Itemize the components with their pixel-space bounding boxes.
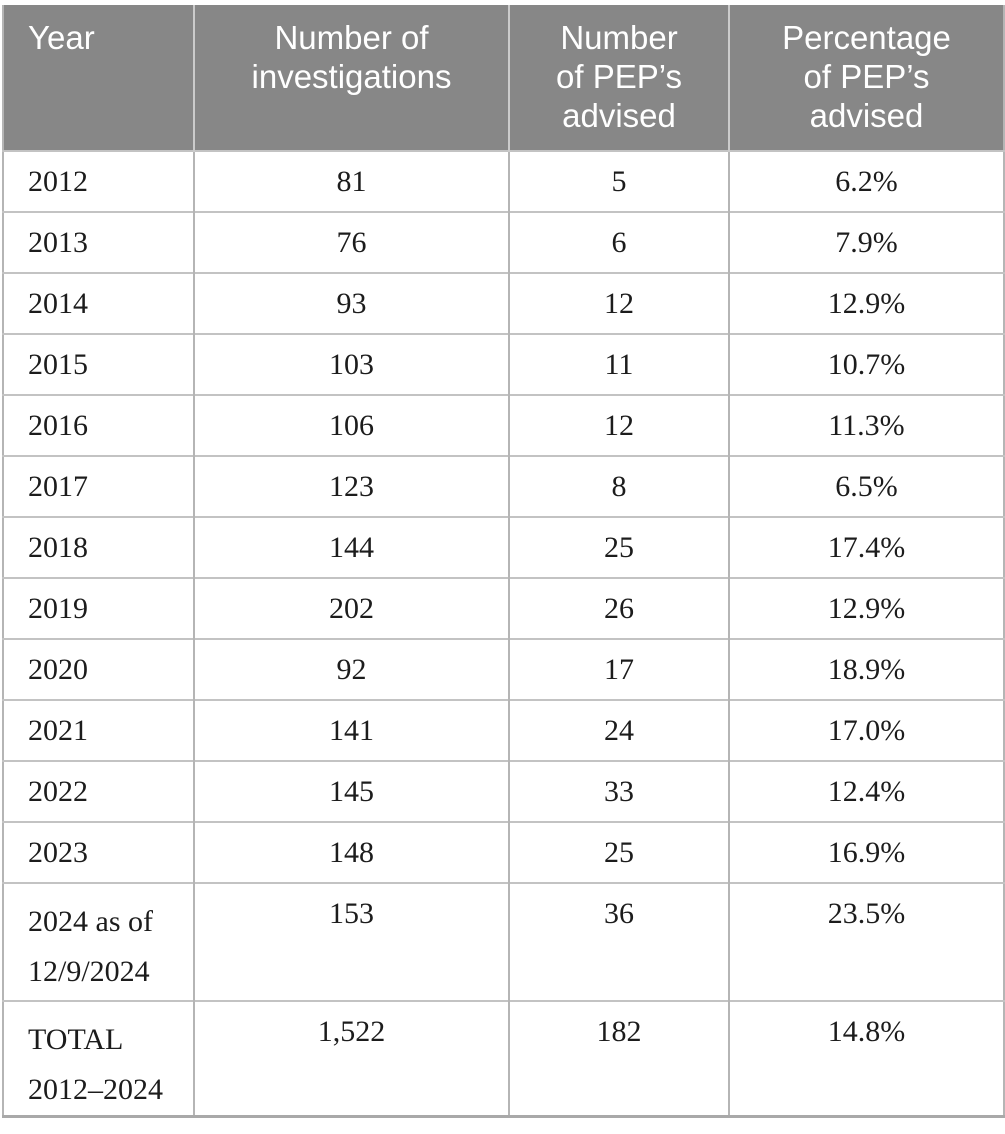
investigations-cell: 81 <box>194 151 510 212</box>
pct-advised-cell: 12.4% <box>729 761 1004 822</box>
table-row: 2021 141 24 17.0% <box>3 700 1004 761</box>
pct-advised-cell: 17.0% <box>729 700 1004 761</box>
year-cell: 2020 <box>3 639 195 700</box>
table-row-2024: 2024 as of 12/9/2024 153 36 23.5% <box>3 883 1004 1001</box>
pct-advised-cell: 18.9% <box>729 639 1004 700</box>
col-header-peps-advised: Number of PEP’s advised <box>509 5 730 151</box>
investigations-cell: 76 <box>194 212 510 273</box>
peps-advised-cell: 24 <box>509 700 730 761</box>
year-cell: TOTAL 2012–2024 <box>3 1001 195 1117</box>
peps-advised-cell: 12 <box>509 395 730 456</box>
pct-advised-cell: 6.2% <box>729 151 1004 212</box>
investigations-cell: 1,522 <box>194 1001 510 1117</box>
investigations-cell: 123 <box>194 456 510 517</box>
table-row: 2012 81 5 6.2% <box>3 151 1004 212</box>
table-row: 2020 92 17 18.9% <box>3 639 1004 700</box>
pct-advised-cell: 12.9% <box>729 578 1004 639</box>
peps-advised-cell: 8 <box>509 456 730 517</box>
pct-advised-cell: 17.4% <box>729 517 1004 578</box>
year-cell: 2022 <box>3 761 195 822</box>
investigations-cell: 153 <box>194 883 510 1001</box>
table-row: 2013 76 6 7.9% <box>3 212 1004 273</box>
pep-advisement-table: Year Number of investigations Number of … <box>2 5 1005 1118</box>
table-row-total: TOTAL 2012–2024 1,522 182 14.8% <box>3 1001 1004 1117</box>
pct-advised-cell: 14.8% <box>729 1001 1004 1117</box>
header-row: Year Number of investigations Number of … <box>3 5 1004 151</box>
investigations-cell: 145 <box>194 761 510 822</box>
pct-advised-cell: 6.5% <box>729 456 1004 517</box>
investigations-cell: 144 <box>194 517 510 578</box>
investigations-cell: 92 <box>194 639 510 700</box>
investigations-cell: 148 <box>194 822 510 883</box>
table-row: 2016 106 12 11.3% <box>3 395 1004 456</box>
peps-advised-cell: 17 <box>509 639 730 700</box>
pct-advised-cell: 7.9% <box>729 212 1004 273</box>
peps-advised-cell: 26 <box>509 578 730 639</box>
pct-advised-cell: 12.9% <box>729 273 1004 334</box>
investigations-cell: 103 <box>194 334 510 395</box>
investigations-cell: 141 <box>194 700 510 761</box>
year-cell: 2018 <box>3 517 195 578</box>
peps-advised-cell: 12 <box>509 273 730 334</box>
table-row: 2019 202 26 12.9% <box>3 578 1004 639</box>
peps-advised-cell: 182 <box>509 1001 730 1117</box>
pct-advised-cell: 11.3% <box>729 395 1004 456</box>
year-cell: 2013 <box>3 212 195 273</box>
pct-advised-cell: 23.5% <box>729 883 1004 1001</box>
year-cell: 2017 <box>3 456 195 517</box>
peps-advised-cell: 33 <box>509 761 730 822</box>
peps-advised-cell: 25 <box>509 517 730 578</box>
col-header-year: Year <box>3 5 195 151</box>
peps-advised-cell: 11 <box>509 334 730 395</box>
year-cell: 2024 as of 12/9/2024 <box>3 883 195 1001</box>
investigations-cell: 106 <box>194 395 510 456</box>
table-row: 2017 123 8 6.5% <box>3 456 1004 517</box>
col-header-investigations: Number of investigations <box>194 5 510 151</box>
year-cell: 2014 <box>3 273 195 334</box>
year-cell: 2023 <box>3 822 195 883</box>
peps-advised-cell: 6 <box>509 212 730 273</box>
table-row: 2014 93 12 12.9% <box>3 273 1004 334</box>
year-cell: 2021 <box>3 700 195 761</box>
table-header: Year Number of investigations Number of … <box>3 5 1004 151</box>
peps-advised-cell: 5 <box>509 151 730 212</box>
year-cell: 2019 <box>3 578 195 639</box>
year-cell: 2016 <box>3 395 195 456</box>
table-body: 2012 81 5 6.2% 2013 76 6 7.9% 2014 93 12… <box>3 151 1004 1117</box>
col-header-pct-advised: Percentage of PEP’s advised <box>729 5 1004 151</box>
year-cell: 2015 <box>3 334 195 395</box>
table-row: 2023 148 25 16.9% <box>3 822 1004 883</box>
investigations-cell: 93 <box>194 273 510 334</box>
year-cell: 2012 <box>3 151 195 212</box>
pct-advised-cell: 16.9% <box>729 822 1004 883</box>
table-row: 2022 145 33 12.4% <box>3 761 1004 822</box>
pct-advised-cell: 10.7% <box>729 334 1004 395</box>
peps-advised-cell: 36 <box>509 883 730 1001</box>
peps-advised-cell: 25 <box>509 822 730 883</box>
table-row: 2018 144 25 17.4% <box>3 517 1004 578</box>
investigations-cell: 202 <box>194 578 510 639</box>
table-row: 2015 103 11 10.7% <box>3 334 1004 395</box>
